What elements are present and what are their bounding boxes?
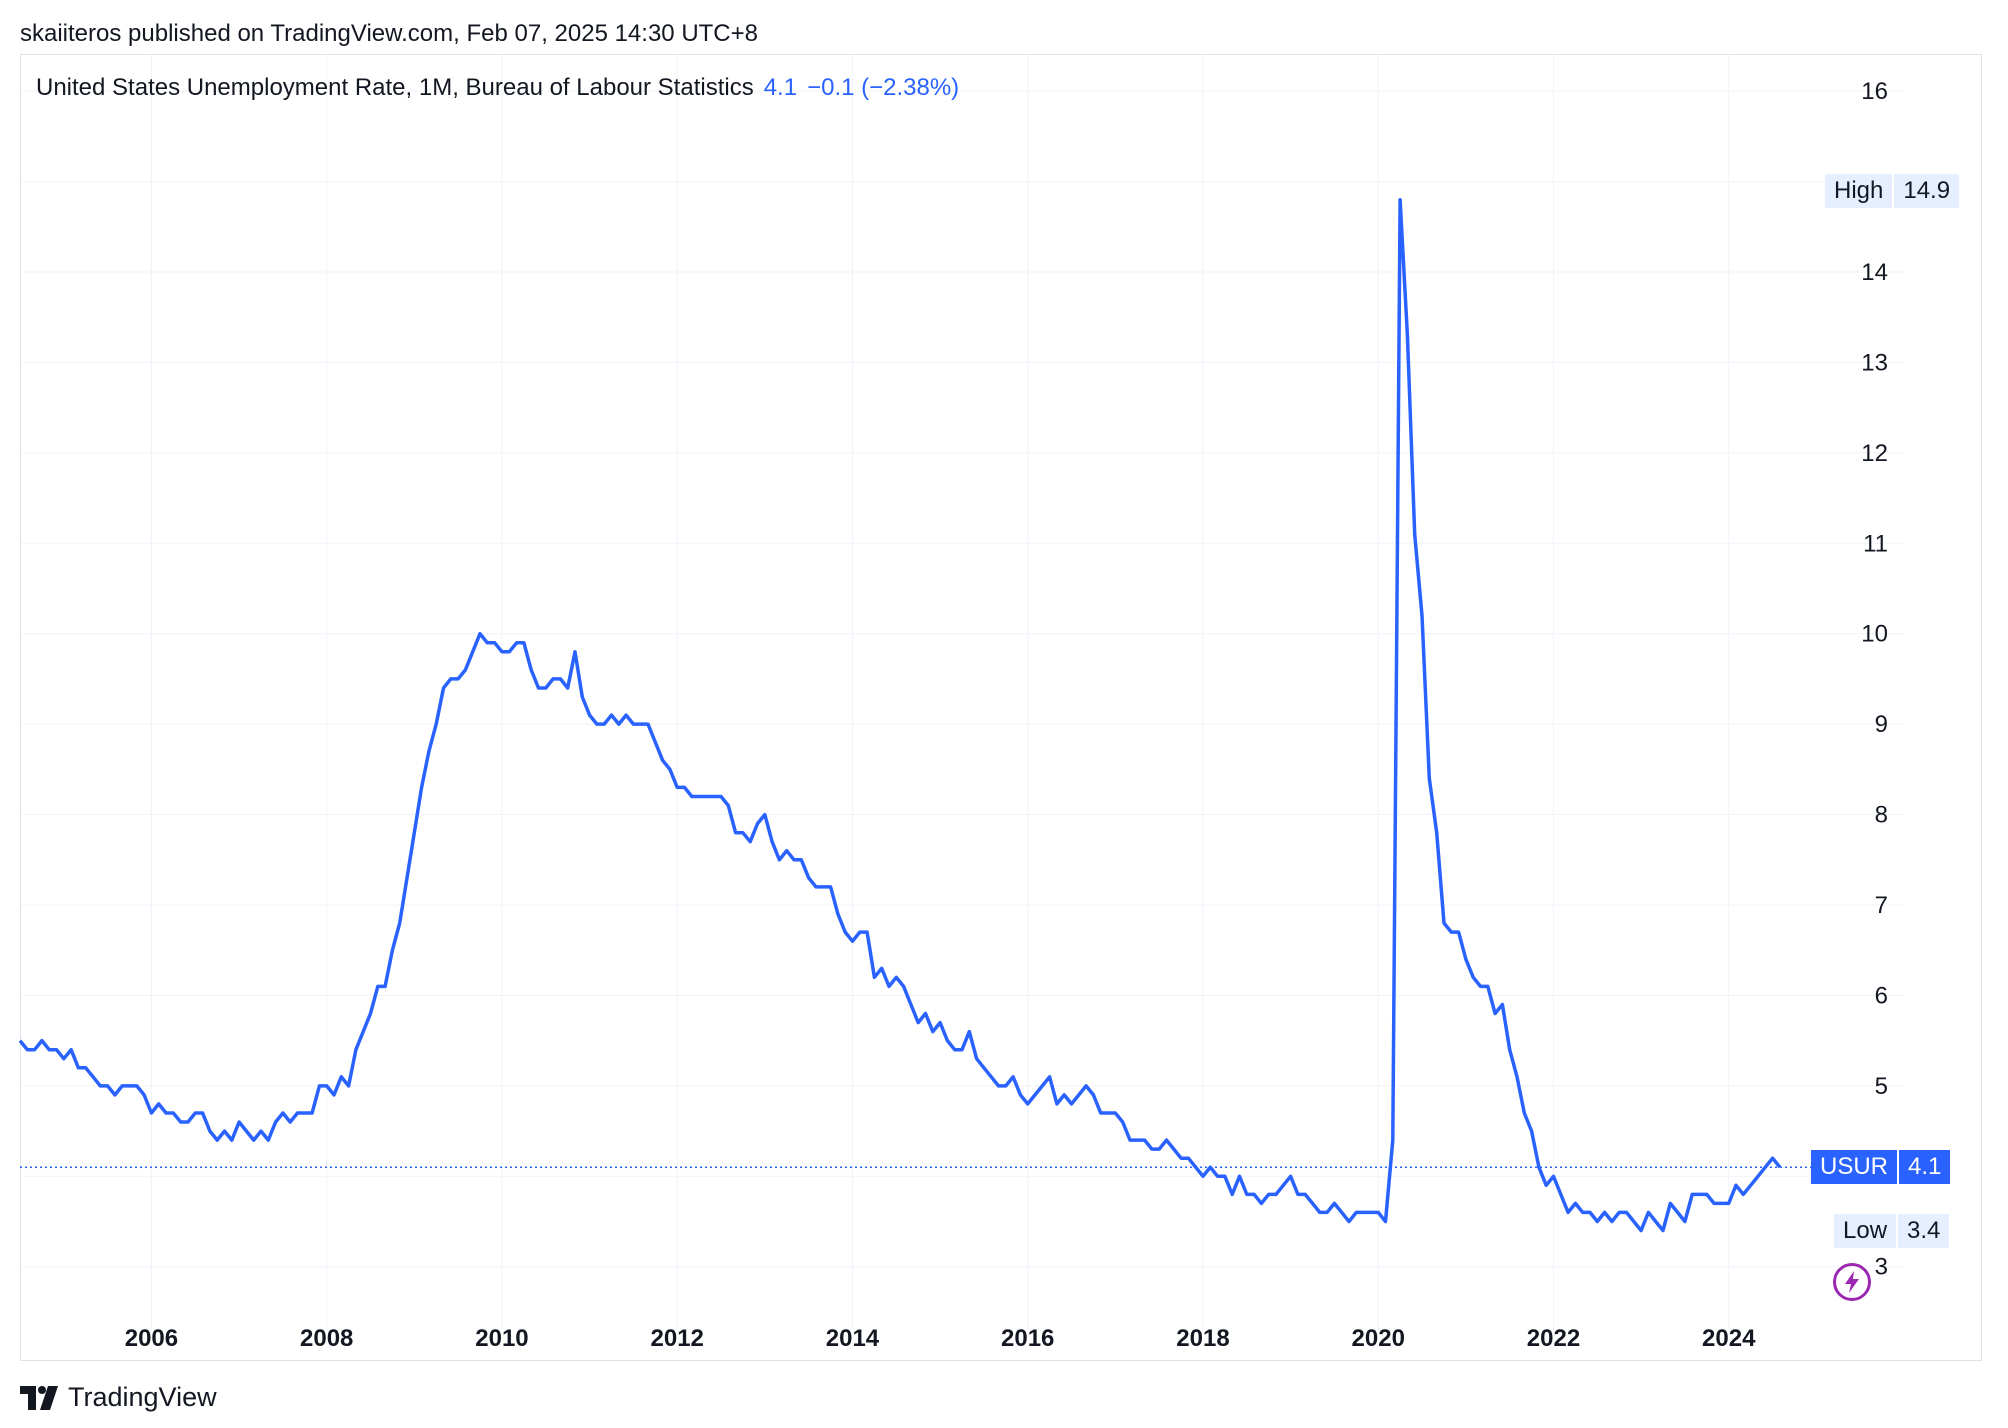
y-tick-label: 10 xyxy=(1861,621,1888,648)
x-tick-label: 2006 xyxy=(125,1325,178,1352)
low-marker-value: 3.4 xyxy=(1898,1213,1950,1248)
legend-change: −0.1 (−2.38%) xyxy=(807,74,960,101)
footer-brand: TradingView xyxy=(68,1382,217,1412)
x-axis: 2006 2008 2010 2012 2014 2016 2018 2020 2022 2024 xyxy=(125,1325,1756,1352)
y-tick-label: 7 xyxy=(1875,892,1888,919)
chart-grid xyxy=(20,55,1904,1330)
y-tick-label: 13 xyxy=(1861,349,1888,376)
high-marker-label: High xyxy=(1825,173,1893,208)
y-tick-label: 9 xyxy=(1875,711,1888,738)
x-tick-label: 2024 xyxy=(1702,1325,1756,1352)
current-symbol-label: USUR xyxy=(1811,1150,1898,1185)
legend-title: United States Unemployment Rate, 1M, Bur… xyxy=(36,74,754,101)
y-tick-label: 3 xyxy=(1875,1254,1888,1281)
low-marker-label: Low xyxy=(1834,1213,1897,1248)
y-axis: 3 5 6 7 8 9 10 11 12 13 14 16 xyxy=(1861,78,1888,1281)
y-tick-label: 16 xyxy=(1861,78,1888,105)
x-tick-label: 2016 xyxy=(1001,1325,1054,1352)
lightning-icon[interactable] xyxy=(1833,1263,1871,1301)
y-tick-label: 12 xyxy=(1861,440,1888,467)
x-tick-label: 2008 xyxy=(300,1325,353,1352)
x-tick-label: 2010 xyxy=(475,1325,528,1352)
unemployment-series-line xyxy=(18,197,1782,1233)
x-tick-label: 2014 xyxy=(826,1325,880,1352)
x-tick-label: 2018 xyxy=(1176,1325,1229,1352)
y-tick-label: 5 xyxy=(1875,1073,1888,1100)
x-tick-label: 2020 xyxy=(1352,1325,1405,1352)
y-tick-label: 6 xyxy=(1875,982,1888,1009)
current-value: 4.1 xyxy=(1899,1150,1951,1185)
y-tick-label: 11 xyxy=(1863,530,1888,557)
high-marker-value: 14.9 xyxy=(1894,173,1960,208)
chart-legend: United States Unemployment Rate, 1M, Bur… xyxy=(36,74,959,102)
y-tick-label: 8 xyxy=(1875,802,1888,829)
published-caption: skaiiteros published on TradingView.com,… xyxy=(20,20,758,47)
x-tick-label: 2012 xyxy=(651,1325,704,1352)
current-value-badge: USUR 4.1 xyxy=(1811,1150,1951,1185)
chart-frame xyxy=(20,54,1982,1361)
high-marker: High 14.9 xyxy=(1825,173,1960,208)
low-marker: Low 3.4 xyxy=(1834,1213,1950,1248)
legend-last-value: 4.1 xyxy=(763,74,798,101)
tradingview-logo-icon xyxy=(20,1385,58,1410)
y-tick-label: 14 xyxy=(1861,259,1888,286)
footer-branding: TradingView xyxy=(20,1382,217,1413)
x-tick-label: 2022 xyxy=(1527,1325,1580,1352)
